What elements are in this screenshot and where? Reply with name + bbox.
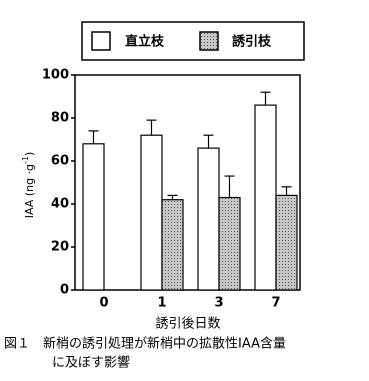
y-tick-label: 60 [51, 154, 69, 169]
legend-swatch [91, 31, 111, 51]
x-tick-label: 3 [214, 296, 223, 311]
bar [275, 194, 298, 291]
y-tick-label: 40 [51, 197, 69, 212]
x-tick-label: 1 [157, 296, 166, 311]
y-tick-label: 80 [51, 111, 69, 126]
caption-line: 図１ 新梢の誘引処理が新梢中の拡散性IAA含量 [4, 336, 286, 352]
caption-line: に及ぼす影響 [52, 355, 130, 371]
x-tick-label: 7 [271, 296, 280, 311]
bar [140, 134, 163, 291]
plot-frame [74, 74, 301, 291]
y-tick-label: 20 [51, 240, 69, 255]
y-label-sup: -1 [21, 156, 30, 164]
bar [218, 196, 241, 291]
y-tick-label: 0 [60, 283, 69, 298]
bar [197, 147, 220, 291]
bar [82, 143, 105, 291]
x-tick-label: 0 [99, 296, 108, 311]
y-label-text: IAA (ng ·g [23, 164, 36, 218]
legend-label: 直立枝 [125, 34, 165, 50]
legend-box [81, 21, 305, 61]
legend-swatch [199, 31, 219, 51]
x-axis-label: 誘引後日数 [155, 317, 220, 332]
legend-label: 誘引枝 [232, 34, 272, 50]
bar [254, 104, 277, 291]
y-label-suffix: ) [23, 152, 36, 156]
y-tick-label: 100 [42, 68, 69, 83]
bar [161, 199, 184, 291]
y-axis-label: IAA (ng ·g-1) [21, 152, 37, 219]
